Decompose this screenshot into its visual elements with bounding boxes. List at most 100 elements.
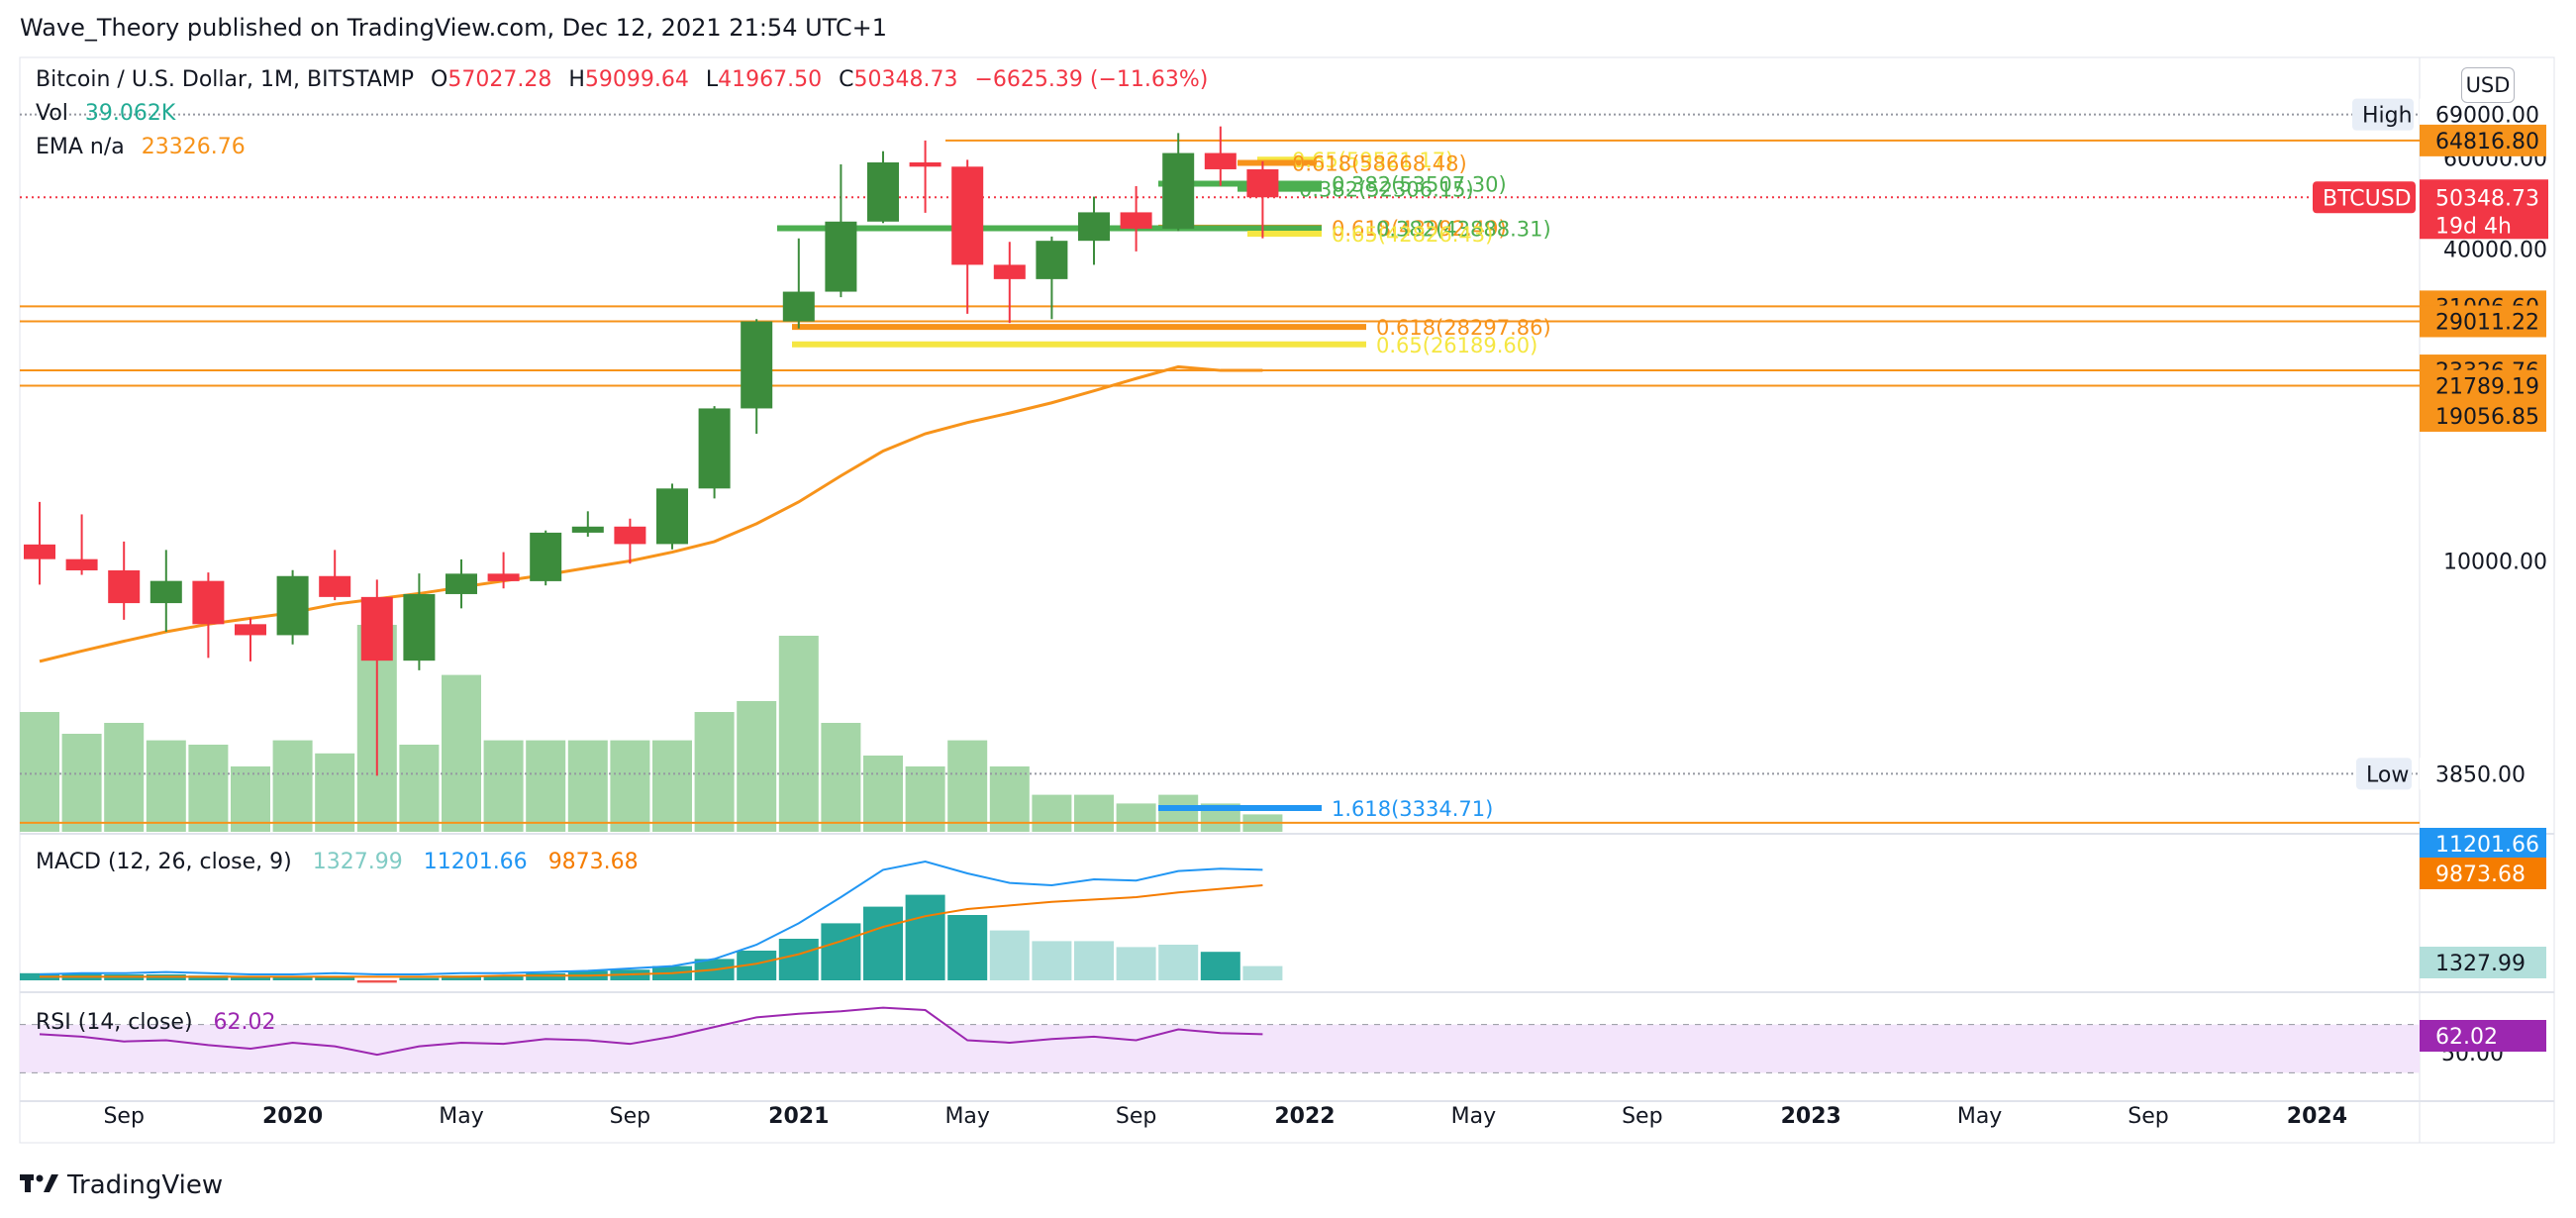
candle-body: [235, 624, 266, 636]
symbol-title[interactable]: Bitcoin / U.S. Dollar, 1M, BITSTAMP: [36, 67, 415, 92]
candle-body: [1162, 152, 1195, 229]
ema-value: 23326.76: [141, 135, 246, 159]
fib-level-label: 0.382(52306.15): [1299, 178, 1474, 202]
candle[interactable]: [993, 242, 1026, 324]
candle[interactable]: [782, 238, 815, 329]
fib-level-label: 0.618(58668.48): [1292, 152, 1467, 176]
volume-bar: [1074, 794, 1114, 832]
fib-level-label: 0.65(59521.17): [1292, 149, 1453, 172]
candle[interactable]: [65, 514, 98, 575]
candle-body: [993, 264, 1026, 279]
candle[interactable]: [1204, 126, 1237, 186]
candle[interactable]: [360, 579, 393, 776]
candle-body: [149, 580, 182, 604]
candle[interactable]: [149, 550, 182, 632]
candle[interactable]: [909, 140, 941, 213]
time-axis-tick: Sep: [610, 1104, 650, 1129]
vol-label[interactable]: Vol: [36, 101, 68, 126]
last-price-tag: BTCUSD 50348.73 19d 4h: [2313, 179, 2548, 240]
candle[interactable]: [319, 550, 351, 601]
candle[interactable]: [656, 483, 688, 550]
volume-bar: [947, 740, 988, 832]
candle[interactable]: [487, 552, 520, 589]
macd-histogram-bar: [863, 906, 903, 980]
volume-bar: [863, 756, 903, 832]
candle-body: [867, 162, 899, 222]
time-axis-tick: 2024: [2287, 1104, 2347, 1129]
candle[interactable]: [235, 618, 266, 661]
macd-histogram-bar: [483, 975, 524, 980]
candle[interactable]: [698, 406, 731, 499]
volume-legend: Vol 39.062K: [36, 101, 185, 126]
candle[interactable]: [1078, 196, 1110, 265]
volume-bar: [399, 745, 440, 832]
high-value: 59099.64: [584, 67, 689, 92]
candle-body: [276, 575, 309, 636]
candle[interactable]: [1246, 160, 1279, 239]
low-pill-bg: [2356, 758, 2412, 790]
candle-body: [741, 321, 773, 409]
candle[interactable]: [867, 151, 899, 224]
candle-body: [951, 166, 984, 265]
time-axis-tick: Sep: [1116, 1104, 1156, 1129]
candle-body: [1246, 168, 1279, 198]
candle[interactable]: [276, 569, 309, 645]
candle-body: [192, 580, 225, 625]
candle[interactable]: [108, 541, 141, 620]
candle[interactable]: [1162, 133, 1195, 232]
currency-button[interactable]: USD: [2461, 67, 2515, 103]
candle-body: [530, 532, 562, 581]
volume-bar: [272, 740, 313, 832]
bar-countdown: 19d 4h: [2435, 214, 2512, 239]
candle[interactable]: [825, 163, 857, 298]
candle[interactable]: [530, 530, 562, 586]
candle[interactable]: [1036, 236, 1068, 320]
volume-bar: [315, 753, 355, 832]
price-axis-tag-text: 69000.00: [2435, 104, 2539, 129]
volume-bar: [567, 740, 608, 832]
price-axis-tag: 19056.85: [2420, 399, 2546, 432]
macd-histogram-bar: [526, 972, 566, 980]
macd-hist-value: 1327.99: [312, 850, 403, 874]
candle[interactable]: [951, 159, 984, 314]
tradingview-logo[interactable]: TradingView: [20, 1168, 223, 1201]
volume-bar: [821, 723, 861, 832]
candle-body: [614, 526, 646, 545]
macd-histogram-bar: [188, 975, 229, 980]
ema-label[interactable]: EMA n/a: [36, 135, 125, 159]
close-label: C: [839, 67, 854, 92]
time-axis-tick: 2023: [1781, 1104, 1841, 1129]
macd-histogram-bar: [315, 976, 355, 980]
macd-legend: MACD (12, 26, close, 9) 1327.99 11201.66…: [36, 850, 652, 874]
fib-level-label: 0.382(43888.31): [1376, 217, 1551, 241]
macd-title[interactable]: MACD (12, 26, close, 9): [36, 850, 292, 874]
candle[interactable]: [192, 572, 225, 659]
candle[interactable]: [1120, 186, 1152, 252]
price-axis-tick: 10000.00: [2443, 550, 2547, 574]
rsi-axis-tag-text: 62.02: [2435, 1025, 2498, 1050]
rsi-title[interactable]: RSI (14, close): [36, 1010, 193, 1035]
time-axis-tick: May: [1451, 1104, 1496, 1129]
publisher-line: Wave_Theory published on TradingView.com…: [20, 14, 888, 42]
candle-body: [782, 291, 815, 322]
candle[interactable]: [24, 501, 55, 585]
time-axis-tick: 2022: [1274, 1104, 1335, 1129]
volume-bar: [526, 740, 566, 832]
candle[interactable]: [741, 319, 773, 435]
candle[interactable]: [403, 573, 436, 670]
macd-signal-value: 9873.68: [547, 850, 639, 874]
price-axis-tag: 64816.80: [2420, 124, 2546, 156]
chart-frame: [19, 56, 2555, 1144]
macd-histogram-bar: [1242, 965, 1283, 980]
candle[interactable]: [446, 558, 477, 609]
candle[interactable]: [614, 518, 646, 564]
price-axis-tag-text: 29011.22: [2435, 311, 2539, 336]
macd-histogram-bar: [1032, 941, 1072, 980]
candle[interactable]: [571, 511, 604, 537]
low-pill-text: Low: [2366, 762, 2409, 787]
macd-axis-tag-bg: [2420, 828, 2546, 860]
macd-histogram-bar: [778, 939, 819, 980]
tradingview-brand: TradingView: [67, 1169, 224, 1200]
price-axis-tag-bg: [2420, 399, 2546, 432]
